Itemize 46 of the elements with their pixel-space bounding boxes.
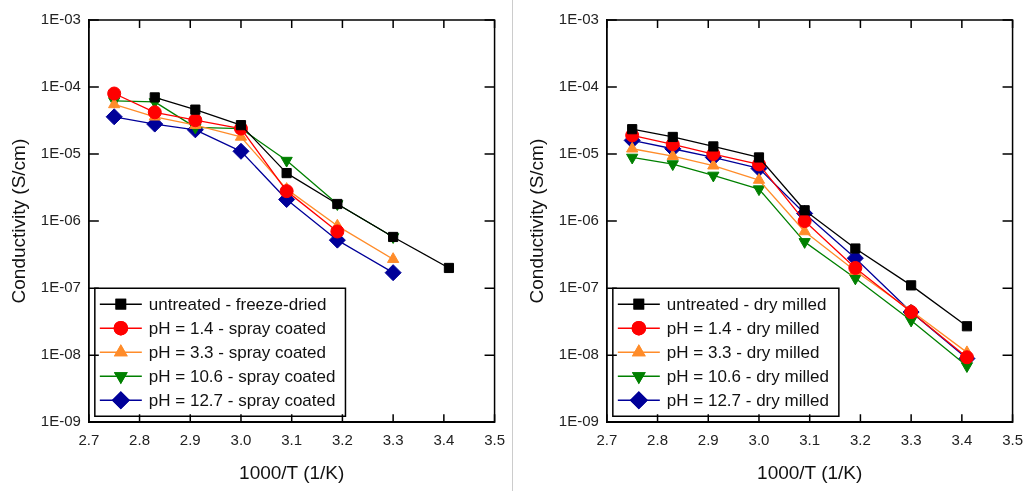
x-tick-label: 3.3 <box>900 431 922 449</box>
y-tick-label: 1E-03 <box>558 10 599 28</box>
x-tick-label: 2.8 <box>647 431 668 449</box>
x-tick-label: 3.2 <box>331 431 353 449</box>
y-tick-label: 1E-07 <box>558 278 599 296</box>
legend-label: untreated - dry milled <box>666 294 827 314</box>
y-tick-label: 1E-06 <box>558 211 599 229</box>
y-tick-label: 1E-08 <box>558 345 599 363</box>
y-tick-label: 1E-09 <box>558 412 599 430</box>
legend-label: pH = 3.3 - spray coated <box>148 342 327 362</box>
y-tick-label: 1E-05 <box>40 144 81 162</box>
x-tick-label: 3.1 <box>799 431 821 449</box>
legend-label: pH = 12.7 - dry milled <box>666 390 829 410</box>
y-axis-title: Conductivity (S/cm) <box>7 138 29 304</box>
y-tick-label: 1E-05 <box>558 144 599 162</box>
x-axis-title: 1000/T (1/K) <box>757 461 863 483</box>
legend-label: pH = 1.4 - dry milled <box>666 318 820 338</box>
x-tick-label: 2.7 <box>596 431 618 449</box>
legend-label: pH = 10.6 - dry milled <box>666 366 829 386</box>
y-tick-label: 1E-06 <box>40 211 81 229</box>
x-tick-label: 3.0 <box>748 431 770 449</box>
y-tick-label: 1E-07 <box>40 278 81 296</box>
y-tick-label: 1E-09 <box>40 412 81 430</box>
y-tick-label: 1E-08 <box>40 345 81 363</box>
x-tick-label: 2.7 <box>78 431 100 449</box>
y-tick-label: 1E-04 <box>558 77 599 95</box>
x-tick-label: 2.9 <box>697 431 719 449</box>
legend-label: pH = 10.6 - spray coated <box>148 366 336 386</box>
x-tick-label: 2.8 <box>129 431 150 449</box>
y-axis-title: Conductivity (S/cm) <box>525 138 547 304</box>
x-tick-label: 3.5 <box>484 431 505 449</box>
x-tick-label: 2.9 <box>179 431 201 449</box>
legend-label: pH = 1.4 - spray coated <box>148 318 327 338</box>
x-tick-label: 3.4 <box>433 431 455 449</box>
legend-label: pH = 12.7 - spray coated <box>148 390 336 410</box>
x-tick-label: 3.0 <box>230 431 252 449</box>
x-axis-title: 1000/T (1/K) <box>239 461 345 483</box>
x-tick-label: 3.3 <box>382 431 404 449</box>
y-tick-label: 1E-04 <box>40 77 81 95</box>
legend-label: pH = 3.3 - dry milled <box>666 342 820 362</box>
x-tick-label: 3.2 <box>849 431 871 449</box>
legend-label: untreated - freeze-dried <box>148 294 327 314</box>
y-tick-label: 1E-03 <box>40 10 81 28</box>
x-tick-label: 3.1 <box>281 431 303 449</box>
x-tick-label: 3.4 <box>951 431 973 449</box>
x-tick-label: 3.5 <box>1002 431 1023 449</box>
